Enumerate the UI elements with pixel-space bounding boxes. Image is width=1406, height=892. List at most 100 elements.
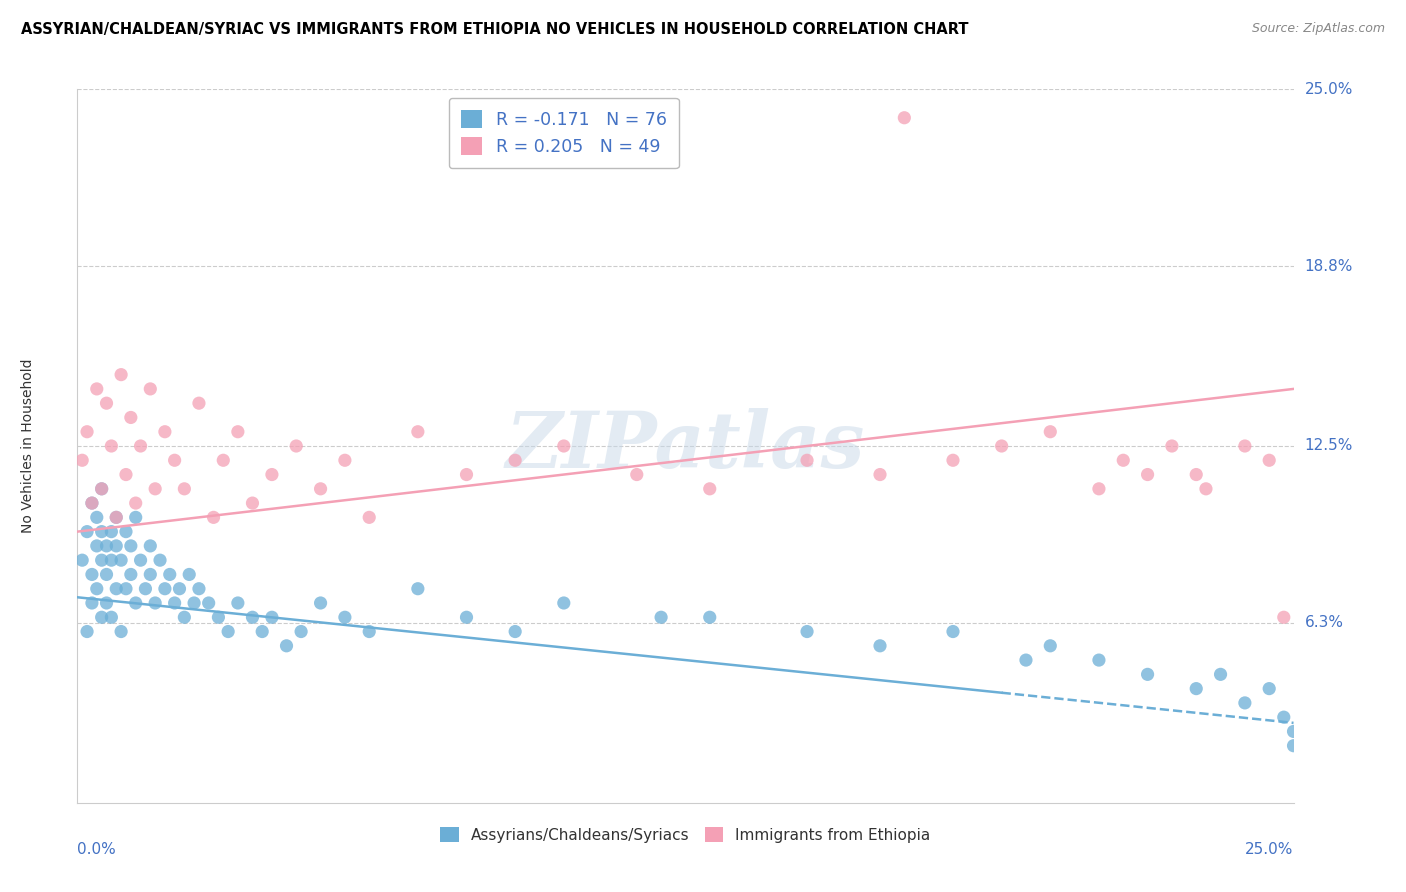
Point [188,582,211,596]
Legend: Assyrians/Chaldeans/Syriacs, Immigrants from Ethiopia: Assyrians/Chaldeans/Syriacs, Immigrants … [434,821,936,848]
Point [90,610,112,624]
Point [1272,610,1295,624]
Point [163,596,186,610]
Point [90,553,112,567]
Text: Source: ZipAtlas.com: Source: ZipAtlas.com [1251,22,1385,36]
Point [80,496,103,510]
Point [250,624,273,639]
Point [1233,439,1256,453]
Point [115,524,138,539]
Point [1088,482,1111,496]
Point [110,368,132,382]
Point [76,624,98,639]
Point [290,624,312,639]
Point [96,539,118,553]
Point [76,425,98,439]
Point [276,639,298,653]
Point [260,610,283,624]
Point [942,624,965,639]
Point [359,624,381,639]
Text: 6.3%: 6.3% [1305,615,1344,631]
Point [105,539,128,553]
Point [70,553,93,567]
Point [1185,467,1208,482]
Text: 25.0%: 25.0% [1246,842,1294,857]
Point [183,596,205,610]
Point [869,639,891,653]
Point [96,596,118,610]
Point [125,510,148,524]
Point [217,624,239,639]
Point [159,567,181,582]
Point [699,610,721,624]
Point [96,567,118,582]
Point [110,553,132,567]
Point [553,439,575,453]
Point [139,382,162,396]
Point [134,582,156,596]
Point [1088,653,1111,667]
Point [1209,667,1232,681]
Point [242,610,264,624]
Point [125,596,148,610]
Point [100,553,122,567]
Point [1136,467,1159,482]
Point [626,467,648,482]
Point [202,510,225,524]
Point [100,610,122,624]
Point [173,482,195,496]
Point [120,567,142,582]
Point [120,539,142,553]
Point [86,582,108,596]
Point [333,453,356,467]
Point [90,482,112,496]
Point [942,453,965,467]
Text: 25.0%: 25.0% [1305,82,1353,96]
Point [76,524,98,539]
Point [1039,425,1062,439]
Point [96,396,118,410]
Point [86,510,108,524]
Point [115,467,138,482]
Point [1185,681,1208,696]
Point [110,624,132,639]
Text: 12.5%: 12.5% [1305,439,1353,453]
Text: ASSYRIAN/CHALDEAN/SYRIAC VS IMMIGRANTS FROM ETHIOPIA NO VEHICLES IN HOUSEHOLD CO: ASSYRIAN/CHALDEAN/SYRIAC VS IMMIGRANTS F… [21,22,969,37]
Point [406,425,429,439]
Point [1136,667,1159,681]
Point [163,453,186,467]
Point [1258,681,1281,696]
Point [90,524,112,539]
Point [70,453,93,467]
Point [309,596,332,610]
Point [100,439,122,453]
Point [105,510,128,524]
Point [1258,453,1281,467]
Point [129,439,152,453]
Point [139,567,162,582]
Point [456,467,478,482]
Point [105,510,128,524]
Point [242,496,264,510]
Point [1282,739,1305,753]
Point [86,382,108,396]
Point [80,567,103,582]
Point [153,582,176,596]
Point [1015,653,1038,667]
Point [100,524,122,539]
Point [125,496,148,510]
Point [1233,696,1256,710]
Point [149,553,172,567]
Point [333,610,356,624]
Point [143,596,166,610]
Point [143,482,166,496]
Text: 18.8%: 18.8% [1305,259,1353,274]
Point [226,425,249,439]
Point [207,610,229,624]
Point [226,596,249,610]
Point [1282,724,1305,739]
Text: ZIPatlas: ZIPatlas [506,408,865,484]
Point [359,510,381,524]
Point [699,482,721,496]
Point [153,425,176,439]
